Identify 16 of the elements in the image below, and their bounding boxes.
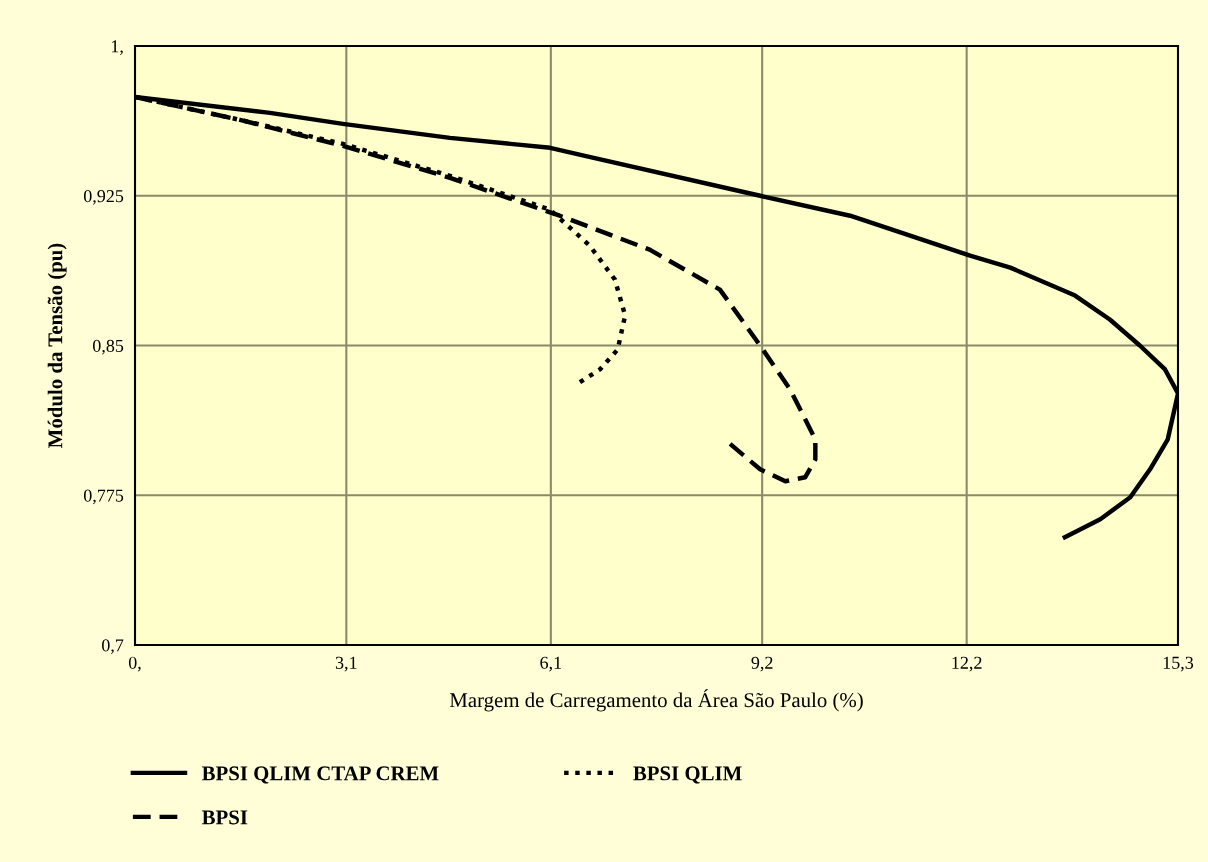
- x-tick-label: 0,: [128, 656, 141, 672]
- x-tick-label: 12,2: [952, 656, 982, 672]
- y-tick-label: 0,85: [92, 339, 124, 355]
- x-tick-label: 15,3: [1163, 656, 1194, 672]
- y-tick-label: 0,775: [83, 489, 124, 505]
- x-tick-label: 6,1: [540, 656, 562, 672]
- legend-label: BPSI: [201, 810, 248, 825]
- y-tick-label: 1,: [111, 40, 123, 56]
- x-axis-title: Margem de Carregamento da Área São Paulo (%): [449, 689, 863, 712]
- legend-label: BPSI QLIM CTAP CREM: [201, 766, 439, 784]
- y-axis-title: Módulo da Tensão (pu): [47, 243, 67, 448]
- y-tick-label: 0,7: [102, 639, 124, 655]
- x-tick-label: 9,2: [751, 656, 773, 672]
- legend-label: BPSI QLIM: [633, 766, 742, 784]
- x-tick-label: 3,1: [335, 656, 357, 672]
- y-tick-label: 0,925: [83, 190, 124, 205]
